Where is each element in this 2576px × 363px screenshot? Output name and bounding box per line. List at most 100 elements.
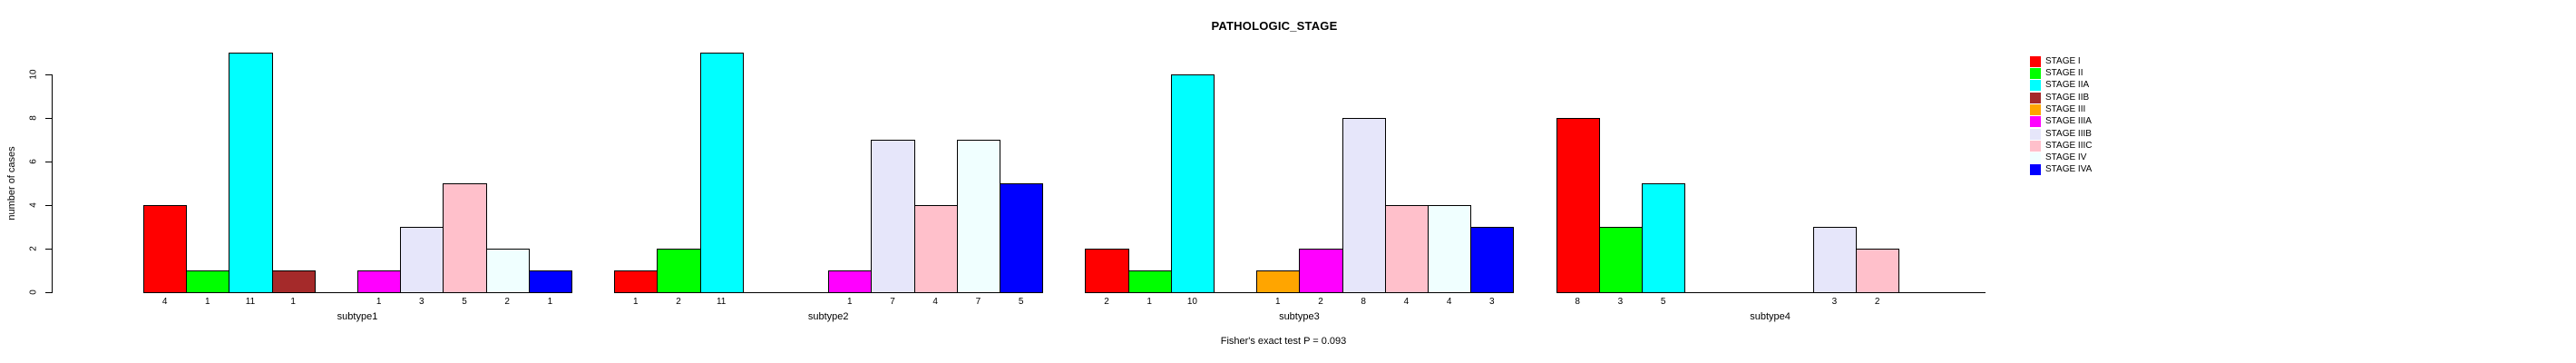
- legend-label: STAGE IIIA: [2045, 116, 2092, 127]
- bar-stage-iiia-subtype2: [828, 270, 873, 293]
- bar-stage-iiic-subtype4: [1856, 249, 1900, 293]
- bar-count-label: 4: [1403, 297, 1410, 307]
- legend-swatch-stage-iii: [2030, 103, 2041, 115]
- legend-item-stage-iiic: STAGE IIIC: [2030, 140, 2093, 152]
- bar-count-label: 3: [1617, 297, 1624, 307]
- group-label-subtype3: subtype3: [1279, 311, 1320, 322]
- bar-count-label: 5: [462, 297, 467, 307]
- y-axis-tick: [45, 292, 52, 293]
- bar-stage-iiic-subtype3: [1384, 205, 1429, 293]
- legend-swatch-stage-iiic: [2030, 140, 2041, 152]
- bar-count-label: 8: [1361, 297, 1366, 307]
- bar-count-label: 1: [633, 297, 639, 307]
- bar-count-label: 1: [1147, 297, 1152, 307]
- legend-label: STAGE II: [2045, 68, 2083, 78]
- bar-stage-ii-subtype1: [186, 270, 230, 293]
- bar-count-label: 2: [504, 297, 510, 307]
- group-label-subtype1: subtype1: [337, 311, 378, 322]
- y-tick-label-text: 10: [28, 69, 39, 80]
- y-axis-tick: [45, 118, 52, 119]
- legend-item-stage-iia: STAGE IIA: [2030, 80, 2089, 92]
- legend-swatch-stage-iiib: [2030, 128, 2041, 140]
- legend-swatch-stage-iv: [2030, 152, 2041, 164]
- legend-label: STAGE IV: [2045, 152, 2087, 163]
- bar-stage-iiib-subtype4: [1812, 227, 1857, 293]
- legend-item-stage-iii: STAGE III: [2030, 103, 2085, 115]
- y-tick-label-text: 8: [28, 115, 39, 121]
- bar-count-label: 4: [932, 297, 938, 307]
- bar-stage-iib-subtype1: [271, 270, 316, 293]
- bar-stage-iva-subtype2: [1000, 183, 1044, 293]
- legend-swatch-stage-i: [2030, 55, 2041, 67]
- y-tick-label-text: 6: [28, 159, 39, 164]
- bar-count-label: 1: [290, 297, 296, 307]
- bar-stage-iia-subtype1: [229, 53, 273, 293]
- bar-stage-iiia-subtype3: [1299, 249, 1343, 293]
- bar-count-label: 1: [1275, 297, 1281, 307]
- bar-count-label: 2: [1874, 297, 1880, 307]
- bar-count-label: 10: [1186, 297, 1197, 307]
- bar-stage-iva-subtype1: [528, 270, 572, 293]
- y-axis-tick: [45, 205, 52, 206]
- bar-stage-iiib-subtype3: [1342, 118, 1386, 293]
- bar-stage-ii-subtype4: [1598, 227, 1643, 293]
- bar-count-label: 4: [161, 297, 168, 307]
- bar-count-label: 3: [1831, 297, 1838, 307]
- bar-count-label: 5: [1018, 297, 1024, 307]
- y-tick-label-text: 2: [28, 246, 39, 251]
- y-tick-label-text: 0: [28, 289, 39, 295]
- bar-count-label: 11: [245, 297, 256, 307]
- bar-count-label: 5: [1660, 297, 1666, 307]
- legend-item-stage-i: STAGE I: [2030, 55, 2081, 67]
- y-axis-tick: [45, 74, 52, 75]
- bar-stage-iiia-subtype1: [357, 270, 402, 293]
- legend-item-stage-iib: STAGE IIB: [2030, 92, 2089, 103]
- legend-swatch-stage-ii: [2030, 68, 2041, 79]
- legend-label: STAGE IVA: [2045, 164, 2093, 175]
- legend-label: STAGE IIIC: [2045, 140, 2093, 151]
- group-label-subtype4: subtype4: [1750, 311, 1791, 322]
- bar-count-label: 1: [547, 297, 553, 307]
- legend-item-stage-ii: STAGE II: [2030, 68, 2083, 80]
- legend-swatch-stage-iiia: [2030, 116, 2041, 128]
- bar-stage-iia-subtype4: [1642, 183, 1686, 293]
- bar-stage-i-subtype1: [143, 205, 188, 293]
- legend-label: STAGE IIIB: [2045, 128, 2092, 139]
- bar-stage-ii-subtype3: [1127, 270, 1172, 293]
- bar-stage-i-subtype3: [1085, 249, 1129, 293]
- bar-stage-iii-subtype3: [1256, 270, 1301, 293]
- bar-stage-i-subtype2: [614, 270, 659, 293]
- legend-item-stage-iva: STAGE IVA: [2030, 164, 2092, 176]
- bar-stage-iiib-subtype2: [871, 140, 915, 293]
- legend-label: STAGE IIB: [2045, 92, 2090, 103]
- bar-stage-i-subtype4: [1556, 118, 1600, 293]
- legend-swatch-stage-iia: [2030, 80, 2041, 92]
- bar-stage-iiic-subtype1: [443, 183, 487, 293]
- group-baseline: [1556, 292, 1986, 293]
- bar-count-label: 7: [890, 297, 895, 307]
- bar-stage-iia-subtype2: [699, 53, 744, 293]
- bar-count-label: 1: [205, 297, 210, 307]
- bar-count-label: 2: [1318, 297, 1323, 307]
- bar-count-label: 3: [419, 297, 424, 307]
- bar-count-label: 4: [1446, 297, 1452, 307]
- y-tick-label-text: 4: [28, 202, 39, 208]
- bar-count-label: 2: [676, 297, 681, 307]
- legend-swatch-stage-iib: [2030, 92, 2041, 103]
- bar-count-label: 8: [1575, 297, 1580, 307]
- fisher-test-annotation: Fisher's exact test P = 0.093: [1220, 336, 1347, 347]
- bar-count-label: 11: [716, 297, 727, 307]
- y-axis-tick: [45, 249, 52, 250]
- legend-item-stage-iiia: STAGE IIIA: [2030, 116, 2092, 128]
- legend-label: STAGE IIA: [2045, 80, 2090, 91]
- bar-count-label: 1: [376, 297, 382, 307]
- legend-label: STAGE III: [2045, 103, 2086, 114]
- bar-stage-ii-subtype2: [657, 249, 701, 293]
- bar-count-label: 3: [1489, 297, 1495, 307]
- bar-stage-iia-subtype3: [1170, 74, 1215, 293]
- bar-count-label: 1: [847, 297, 853, 307]
- bar-stage-iiib-subtype1: [400, 227, 444, 293]
- chart-title: PATHOLOGIC_STAGE: [1211, 19, 1338, 33]
- bar-stage-iv-subtype1: [485, 249, 530, 293]
